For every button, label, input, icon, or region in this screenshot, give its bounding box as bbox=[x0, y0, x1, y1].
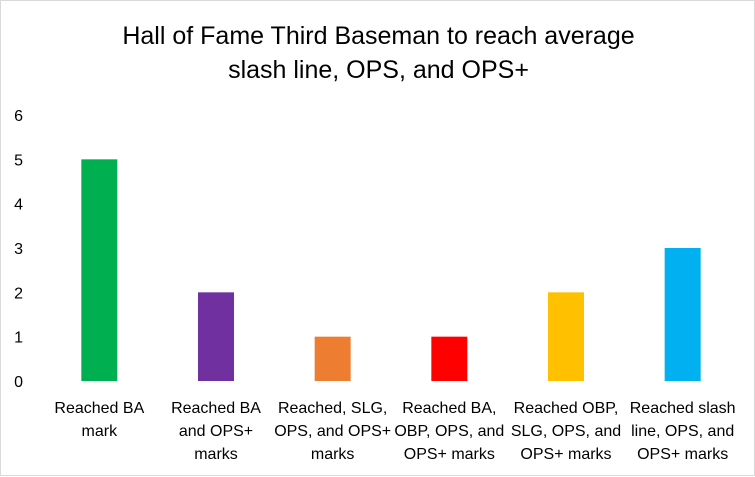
x-category-label-line: line, OPS, and bbox=[631, 423, 734, 440]
y-tick-label: 0 bbox=[14, 374, 23, 391]
x-category-label-line: OPS+ marks bbox=[520, 446, 611, 463]
bar-6 bbox=[664, 248, 701, 381]
x-category-label-line: OPS+ marks bbox=[637, 446, 728, 463]
x-category-label: Reached BA, OBP, OPS, and OPS+ marks bbox=[394, 400, 504, 463]
x-category-label-line: SLG, OPS, and bbox=[511, 423, 621, 440]
x-category-label: Reached OBP, SLG, OPS, and OPS+ marks bbox=[511, 400, 621, 463]
x-category-label-line: marks bbox=[311, 446, 355, 463]
x-category-label: Reached slash line, OPS, and OPS+ marks bbox=[630, 400, 736, 463]
bar-1 bbox=[81, 159, 118, 381]
x-category-label-line: Reached BA bbox=[54, 400, 144, 417]
x-category-label-line: OPS+ marks bbox=[404, 446, 495, 463]
y-tick-label: 4 bbox=[14, 197, 23, 214]
chart-title: Hall of Fame Third Baseman to reach aver… bbox=[1, 19, 755, 87]
x-category-label: Reached BA mark bbox=[54, 400, 144, 440]
x-category-label-line: marks bbox=[194, 446, 238, 463]
x-category-label-line: Reached, SLG, bbox=[278, 400, 387, 417]
y-tick-label: 2 bbox=[14, 285, 23, 302]
x-category-label-line: Reached OBP, bbox=[514, 400, 619, 417]
x-category-label-line: OPS, and OPS+ bbox=[274, 423, 391, 440]
chart-title-line-1: Hall of Fame Third Baseman to reach aver… bbox=[122, 22, 635, 50]
y-tick-label: 6 bbox=[14, 108, 23, 125]
x-category-label-line: OBP, OPS, and bbox=[394, 423, 504, 440]
bar-2 bbox=[198, 292, 234, 381]
x-category-label-line: and OPS+ bbox=[179, 423, 253, 440]
bar-5 bbox=[548, 292, 584, 381]
x-category-label-line: Reached BA, bbox=[402, 400, 496, 417]
x-category-label-line: Reached slash bbox=[630, 400, 736, 417]
y-tick-label: 1 bbox=[14, 330, 23, 347]
chart-title-line-2: slash line, OPS, and OPS+ bbox=[228, 56, 529, 84]
y-tick-label: 3 bbox=[14, 241, 23, 258]
x-category-label-line: mark bbox=[82, 423, 119, 440]
bar-3 bbox=[314, 336, 351, 381]
bar-4 bbox=[431, 336, 468, 381]
y-tick-label: 5 bbox=[14, 152, 23, 169]
x-category-label: Reached, SLG, OPS, and OPS+ marks bbox=[274, 400, 391, 463]
x-category-label: Reached BA and OPS+ marks bbox=[171, 400, 261, 463]
x-category-label-line: Reached BA bbox=[171, 400, 261, 417]
